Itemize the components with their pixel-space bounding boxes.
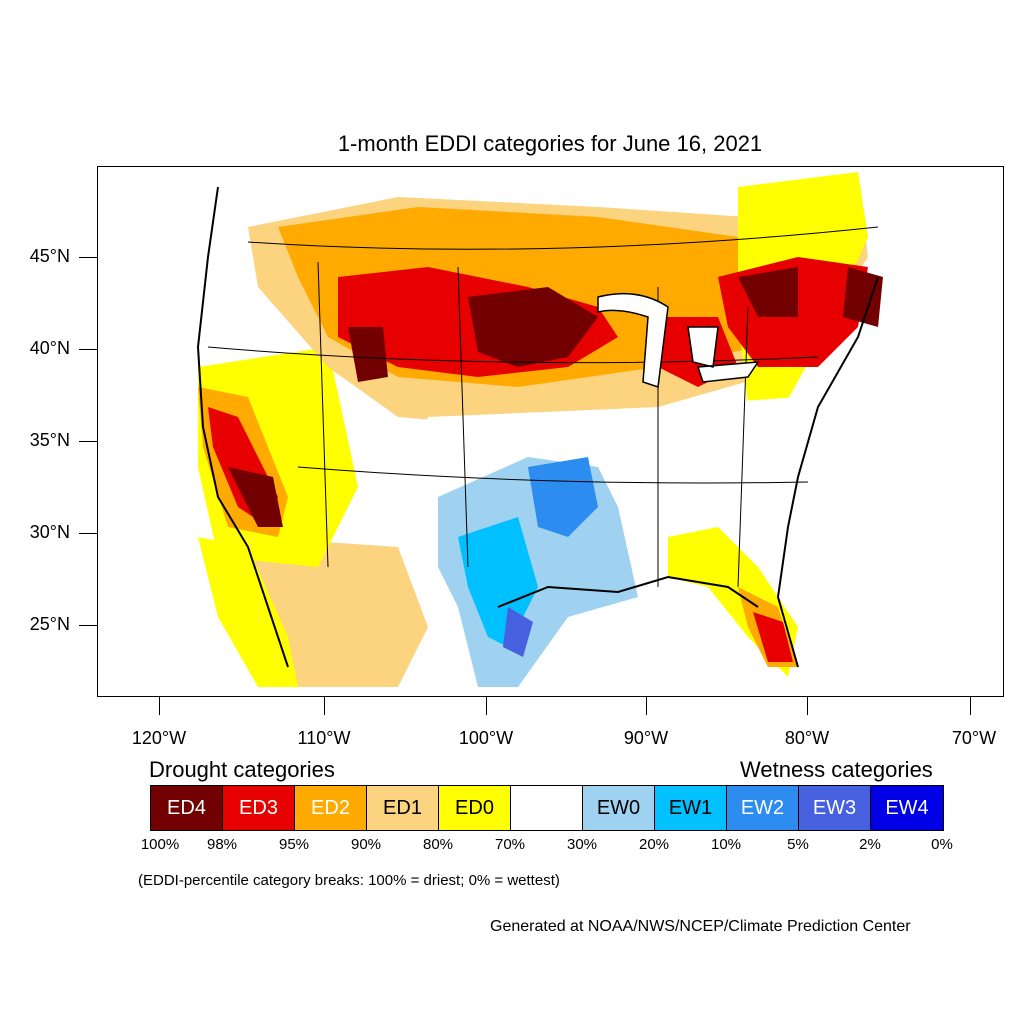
x-label: 80°W bbox=[784, 728, 830, 748]
texas-coast-ew3-region bbox=[503, 607, 533, 657]
montana-ed4-region bbox=[348, 327, 388, 382]
oklahoma-ew2-region bbox=[528, 457, 598, 537]
y-tick bbox=[79, 257, 97, 258]
x-label: 120°W bbox=[131, 728, 187, 748]
percentile-label: 98% bbox=[206, 836, 238, 853]
y-label: 35°N bbox=[29, 430, 70, 450]
credit-line: Generated at NOAA/NWS/NCEP/Climate Predi… bbox=[490, 918, 911, 935]
baja-ed0-region bbox=[198, 537, 298, 687]
percentile-label: 30% bbox=[566, 836, 598, 853]
northeast-ed4-region bbox=[738, 267, 798, 317]
west-coastline bbox=[196, 186, 289, 668]
x-tick bbox=[807, 697, 808, 715]
y-tick bbox=[79, 349, 97, 350]
x-label: 90°W bbox=[623, 728, 669, 748]
legend-swatch-ew3: EW3 bbox=[799, 786, 871, 830]
percentile-label: 0% bbox=[931, 836, 953, 853]
x-tick bbox=[646, 697, 647, 715]
percentile-label: 80% bbox=[422, 836, 454, 853]
percentile-label: 5% bbox=[787, 836, 809, 853]
legend-swatch-ed2: ED2 bbox=[295, 786, 367, 830]
wetness-heading: Wetness categories bbox=[740, 757, 933, 782]
x-label: 110°W bbox=[297, 728, 351, 748]
socal-ed4-region bbox=[228, 467, 283, 527]
y-tick bbox=[79, 533, 97, 534]
legend-swatch-ed3: ED3 bbox=[223, 786, 295, 830]
legend-swatch-ew0: EW0 bbox=[583, 786, 655, 830]
drought-heading: Drought categories bbox=[149, 757, 335, 782]
legend-swatch-ed4: ED4 bbox=[151, 786, 223, 830]
y-tick bbox=[79, 441, 97, 442]
percentile-label: 2% bbox=[859, 836, 881, 853]
y-label: 25°N bbox=[29, 614, 70, 634]
percentile-label: 10% bbox=[710, 836, 742, 853]
percentile-label: 70% bbox=[494, 836, 526, 853]
x-tick bbox=[159, 697, 160, 715]
gulf-coastline bbox=[497, 575, 759, 608]
x-tick bbox=[324, 697, 325, 715]
category-note: (EDDI-percentile category breaks: 100% =… bbox=[138, 872, 560, 889]
great-lakes bbox=[597, 292, 760, 389]
legend-swatch-ed0: ED0 bbox=[439, 786, 511, 830]
east-coastline bbox=[776, 276, 879, 668]
eddi-map bbox=[97, 166, 1004, 697]
x-label: 70°W bbox=[951, 728, 997, 748]
maine-ed4-region bbox=[843, 267, 883, 327]
y-label: 40°N bbox=[29, 338, 70, 358]
x-label: 100°W bbox=[458, 728, 514, 748]
legend-swatch-ew2: EW2 bbox=[727, 786, 799, 830]
legend-swatch-normal bbox=[511, 786, 583, 830]
map-title: 1-month EDDI categories for June 16, 202… bbox=[337, 131, 763, 156]
x-tick bbox=[486, 697, 487, 715]
percentile-label: 20% bbox=[638, 836, 670, 853]
y-label: 45°N bbox=[29, 246, 70, 266]
florida-ed3-region bbox=[753, 612, 793, 662]
legend-swatch-ew1: EW1 bbox=[655, 786, 727, 830]
x-tick bbox=[970, 697, 971, 715]
y-tick bbox=[79, 625, 97, 626]
percentile-label: 100% bbox=[140, 836, 180, 853]
y-label: 30°N bbox=[29, 522, 70, 542]
percentile-label: 95% bbox=[278, 836, 310, 853]
legend-swatch-ew4: EW4 bbox=[871, 786, 943, 830]
map-canvas bbox=[196, 172, 883, 687]
category-legend: ED4 ED3 ED2 ED1 ED0 EW0 EW1 EW2 EW3 EW4 bbox=[150, 785, 944, 831]
percentile-label: 90% bbox=[350, 836, 382, 853]
legend-swatch-ed1: ED1 bbox=[367, 786, 439, 830]
northern-plains-ed4-region bbox=[468, 287, 598, 367]
